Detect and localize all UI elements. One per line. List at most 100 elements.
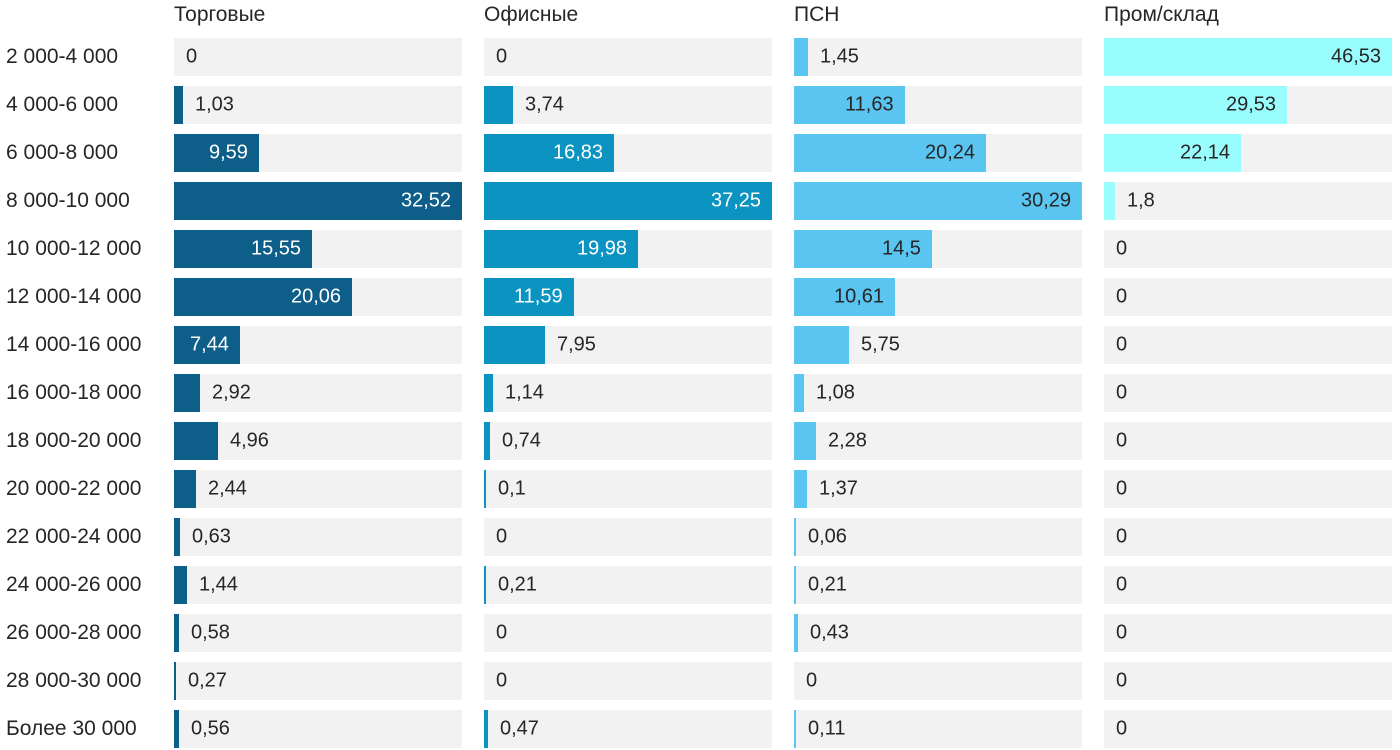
bar-track: 0,47 <box>484 710 772 748</box>
bar <box>174 566 187 604</box>
bar <box>174 518 180 556</box>
bar-track: 0,21 <box>794 566 1082 604</box>
bar-track: 2,44 <box>174 470 462 508</box>
bar-value-label: 4,96 <box>230 429 269 452</box>
row-label: 6 000-8 000 <box>6 141 119 164</box>
bar-value-label: 0 <box>1116 717 1128 740</box>
chart-row: 10 000-12 000 15,55 19,98 14,5 0 <box>0 230 1392 268</box>
bar <box>1104 38 1392 76</box>
chart-row: 20 000-22 000 2,44 0,1 1,37 0 <box>0 470 1392 508</box>
bar-track: 0 <box>484 38 772 76</box>
bar <box>484 182 772 220</box>
column-title-2: Офисные <box>484 3 579 26</box>
row-label: 18 000-20 000 <box>6 429 142 452</box>
bar-value-label: 1,44 <box>199 573 238 596</box>
bar-value-label: 0 <box>1116 381 1128 404</box>
bar-value-label: 32,52 <box>401 189 452 212</box>
row-label: 12 000-14 000 <box>6 285 142 308</box>
bar <box>794 278 895 316</box>
row-label: 2 000-4 000 <box>6 45 119 68</box>
bar-value-label: 3,74 <box>525 93 564 116</box>
bar <box>484 470 486 508</box>
bar-value-label: 0 <box>1116 477 1128 500</box>
bar-value-label: 37,25 <box>711 189 762 212</box>
bar-track: 1,03 <box>174 86 462 124</box>
bar <box>174 326 240 364</box>
row-label: 22 000-24 000 <box>6 525 142 548</box>
chart-row: Более 30 000 0,56 0,47 0,11 0 <box>0 710 1392 748</box>
bar-value-label: 0,63 <box>192 525 231 548</box>
bar-track: 0 <box>174 38 462 76</box>
bar-track: 0 <box>1104 278 1392 316</box>
bar-track: 2,28 <box>794 422 1082 460</box>
bar-track: 1,14 <box>484 374 772 412</box>
chart-row: 8 000-10 000 32,52 37,25 30,29 1,8 <box>0 182 1392 220</box>
column-title-1: Торговые <box>174 3 266 26</box>
bar-track: 2,92 <box>174 374 462 412</box>
bar-track: 7,44 <box>174 326 462 364</box>
row-label: 16 000-18 000 <box>6 381 142 404</box>
row-label: 8 000-10 000 <box>6 189 130 212</box>
bar-track: 11,63 <box>794 86 1082 124</box>
bar-track: 0 <box>484 614 772 652</box>
bar-track: 30,29 <box>794 182 1082 220</box>
bar <box>794 134 986 172</box>
bar-value-label: 0 <box>1116 237 1128 260</box>
chart-row: 16 000-18 000 2,92 1,14 1,08 0 <box>0 374 1392 412</box>
bar-track: 0 <box>484 518 772 556</box>
bar-track: 29,53 <box>1104 86 1392 124</box>
bar <box>484 374 493 412</box>
bar <box>794 518 796 556</box>
bar-track: 0,21 <box>484 566 772 604</box>
bar-value-label: 20,06 <box>291 285 342 308</box>
bar-track: 32,52 <box>174 182 462 220</box>
chart-row: 28 000-30 000 0,27 0 0 0 <box>0 662 1392 700</box>
bar-track: 1,37 <box>794 470 1082 508</box>
bar <box>174 614 179 652</box>
bar <box>484 86 513 124</box>
bar <box>794 182 1082 220</box>
bar-track: 0 <box>1104 662 1392 700</box>
bar-value-label: 0,43 <box>810 621 849 644</box>
bar <box>794 86 905 124</box>
row-label: 26 000-28 000 <box>6 621 142 644</box>
bar-track: 0 <box>1104 566 1392 604</box>
bar-value-label: 16,83 <box>553 141 604 164</box>
bar-track: 3,74 <box>484 86 772 124</box>
bar-track: 0,58 <box>174 614 462 652</box>
bar-value-label: 0,21 <box>808 573 847 596</box>
row-label: 24 000-26 000 <box>6 573 142 596</box>
bar-value-label: 0 <box>496 525 508 548</box>
bar <box>484 134 614 172</box>
bar-value-label: 0,11 <box>808 717 846 740</box>
bar-track: 0 <box>1104 422 1392 460</box>
bar-track: 1,44 <box>174 566 462 604</box>
bar-track: 0 <box>1104 470 1392 508</box>
bar <box>174 86 183 124</box>
bar-value-label: 0,56 <box>191 717 230 740</box>
bar-track: 11,59 <box>484 278 772 316</box>
chart-row: 26 000-28 000 0,58 0 0,43 0 <box>0 614 1392 652</box>
bar-value-label: 1,03 <box>195 93 234 116</box>
bar-value-label: 0,06 <box>808 525 847 548</box>
bar-track: 7,95 <box>484 326 772 364</box>
bar-value-label: 1,14 <box>505 381 544 404</box>
bar-value-label: 5,75 <box>861 333 900 356</box>
bar-value-label: 14,5 <box>882 237 921 260</box>
bar-value-label: 10,61 <box>834 285 885 308</box>
chart-row: 4 000-6 000 1,03 3,74 11,63 29,53 <box>0 86 1392 124</box>
bar-value-label: 19,98 <box>577 237 628 260</box>
bar-track: 0 <box>1104 230 1392 268</box>
bar-value-label: 1,8 <box>1127 189 1155 212</box>
bar-value-label: 0,47 <box>500 717 539 740</box>
bar <box>794 374 804 412</box>
bar <box>1104 182 1115 220</box>
bar-value-label: 2,92 <box>212 381 251 404</box>
bar-value-label: 0 <box>1116 429 1128 452</box>
bar-value-label: 0 <box>496 621 508 644</box>
bar-track: 19,98 <box>484 230 772 268</box>
bar <box>1104 86 1287 124</box>
bar <box>174 710 179 748</box>
bar-track: 0,06 <box>794 518 1082 556</box>
chart-header-row: Торговые Офисные ПСН Пром/склад <box>0 0 1392 38</box>
